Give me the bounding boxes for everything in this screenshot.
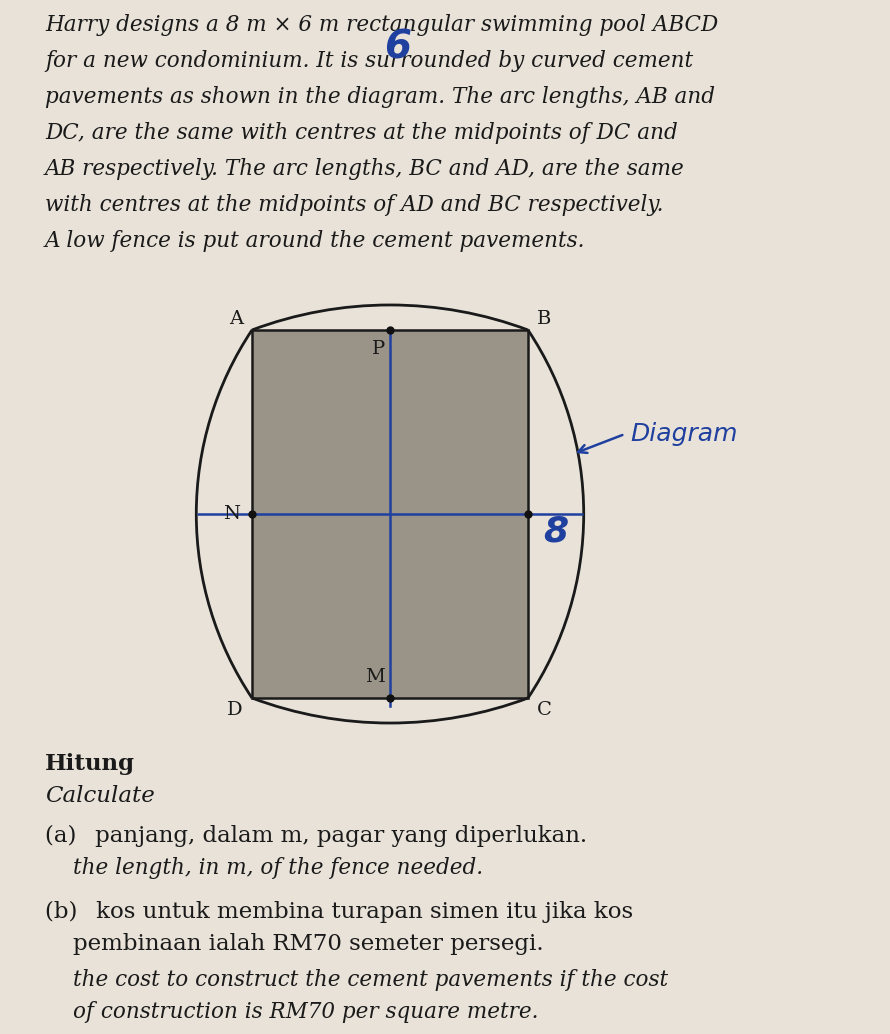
- Text: (b)  kos untuk membina turapan simen itu jika kos: (b) kos untuk membina turapan simen itu …: [45, 901, 633, 923]
- Text: A low fence is put around the cement pavements.: A low fence is put around the cement pav…: [45, 230, 586, 252]
- Text: 8: 8: [544, 515, 569, 549]
- Text: DC, are the same with centres at the midpoints of DC and: DC, are the same with centres at the mid…: [45, 122, 678, 144]
- Text: AB respectively. The arc lengths, BC and AD, are the same: AB respectively. The arc lengths, BC and…: [45, 158, 684, 180]
- Text: Harry designs a 8 m × 6 m rectangular swimming pool ABCD: Harry designs a 8 m × 6 m rectangular sw…: [45, 14, 718, 36]
- Text: B: B: [537, 310, 552, 328]
- Text: (a)  panjang, dalam m, pagar yang diperlukan.: (a) panjang, dalam m, pagar yang diperlu…: [45, 825, 587, 847]
- Text: N: N: [223, 505, 240, 523]
- Text: 6: 6: [384, 28, 411, 66]
- Text: Diagram: Diagram: [630, 422, 738, 446]
- Text: D: D: [227, 701, 243, 719]
- Text: the cost to construct the cement pavements if the cost: the cost to construct the cement pavemen…: [73, 969, 668, 991]
- Text: with centres at the midpoints of AD and BC respectively.: with centres at the midpoints of AD and …: [45, 194, 664, 216]
- Text: Calculate: Calculate: [45, 785, 155, 807]
- Text: M: M: [365, 668, 385, 686]
- Text: P: P: [372, 340, 385, 358]
- Text: A: A: [229, 310, 243, 328]
- Text: for a new condominium. It is surrounded by curved cement: for a new condominium. It is surrounded …: [45, 50, 693, 72]
- Bar: [252, 330, 528, 698]
- Text: Hitung: Hitung: [45, 753, 135, 776]
- Text: C: C: [537, 701, 552, 719]
- Text: the length, in m, of the fence needed.: the length, in m, of the fence needed.: [73, 857, 483, 879]
- Text: pavements as shown in the diagram. The arc lengths, AB and: pavements as shown in the diagram. The a…: [45, 86, 715, 108]
- Text: of construction is RM70 per square metre.: of construction is RM70 per square metre…: [73, 1001, 538, 1023]
- Text: pembinaan ialah RM70 semeter persegi.: pembinaan ialah RM70 semeter persegi.: [73, 933, 544, 955]
